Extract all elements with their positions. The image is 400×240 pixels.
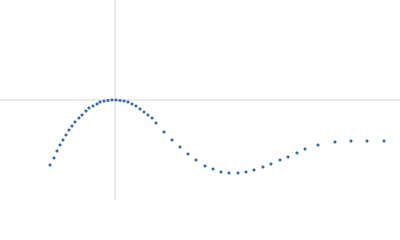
point (80, 113, 84, 117)
point (122, 99, 126, 103)
point (77, 116, 81, 120)
point (70, 124, 74, 128)
axes (0, 0, 400, 200)
point (87, 106, 91, 110)
point (84, 109, 88, 113)
point (316, 143, 320, 147)
point (382, 139, 386, 143)
point (126, 100, 130, 104)
point (138, 107, 142, 111)
point (278, 158, 282, 162)
point (252, 168, 256, 172)
point (333, 140, 337, 144)
point (142, 110, 146, 114)
point (102, 99, 106, 103)
point (95, 102, 99, 106)
point (244, 170, 248, 174)
point (303, 147, 307, 151)
point (48, 163, 52, 167)
point (134, 104, 138, 108)
point (211, 167, 215, 171)
point (91, 104, 95, 108)
point (73, 120, 77, 124)
point (349, 139, 353, 143)
point (286, 155, 290, 159)
point (261, 165, 265, 169)
point (186, 152, 190, 156)
point (146, 113, 150, 117)
point (106, 99, 110, 102)
point (162, 130, 166, 134)
point (295, 151, 299, 155)
point (52, 156, 56, 160)
point (64, 133, 68, 137)
point (178, 145, 182, 149)
point (194, 158, 198, 162)
point (58, 143, 62, 147)
point (114, 98, 118, 102)
point (203, 164, 207, 168)
point (154, 121, 158, 125)
point (227, 171, 231, 175)
point (269, 162, 273, 166)
point (170, 138, 174, 142)
point (110, 98, 114, 102)
point (130, 102, 134, 106)
point (365, 139, 369, 143)
chart (0, 0, 400, 200)
point (118, 99, 122, 102)
point (150, 116, 154, 120)
page: {"chart_data": {"type": "scatter", "xlim… (0, 0, 400, 200)
point (61, 138, 65, 142)
point (67, 128, 71, 132)
point (98, 100, 102, 104)
points (48, 98, 386, 175)
point (55, 149, 59, 153)
point (219, 170, 223, 174)
point (236, 171, 240, 175)
